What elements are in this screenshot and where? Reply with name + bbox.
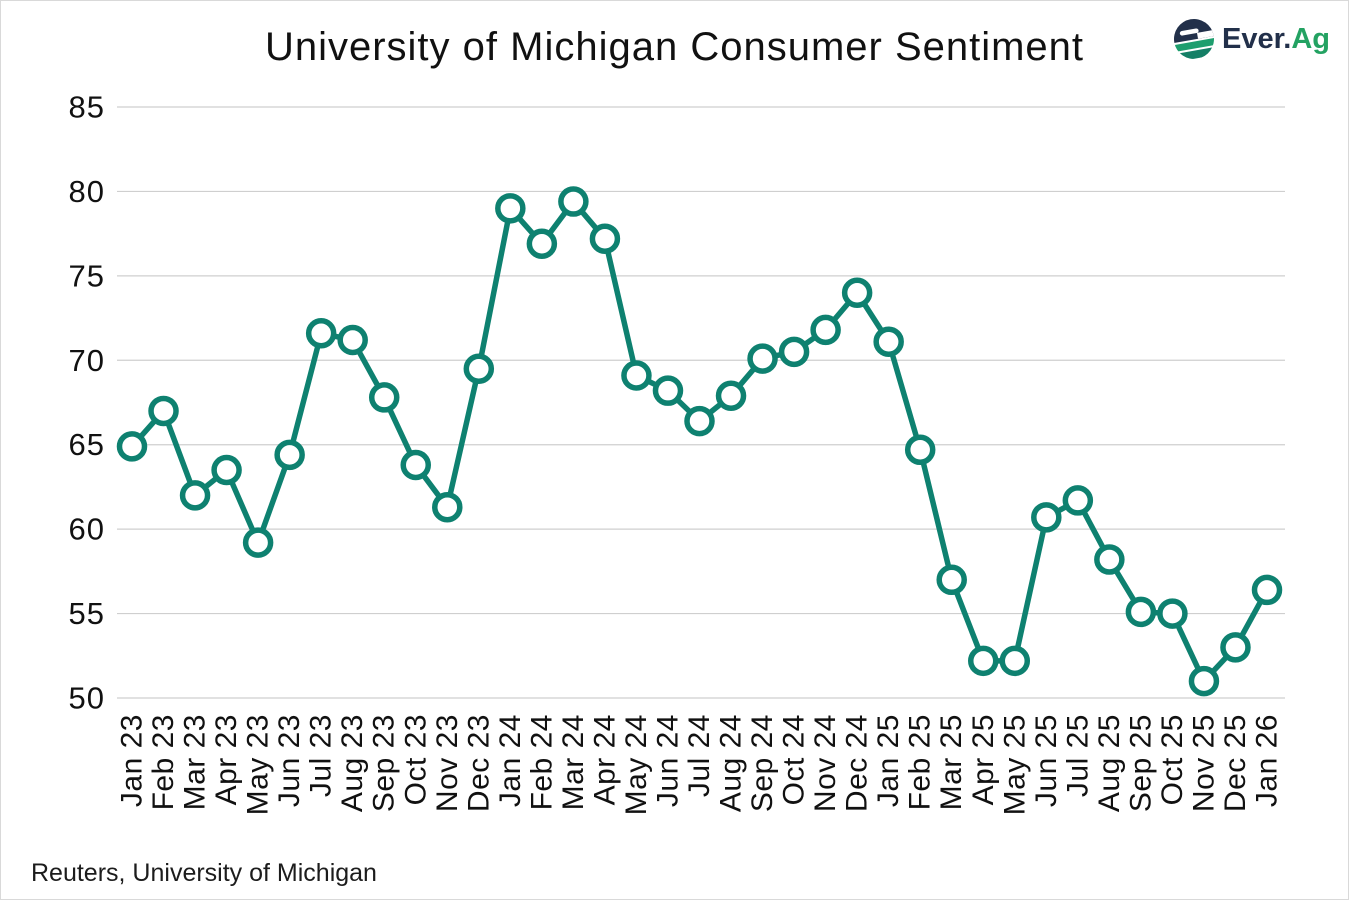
x-tick-label: Nov 24 [809, 714, 842, 812]
data-point-marker [148, 395, 179, 427]
x-tick-label: Apr 23 [210, 714, 243, 805]
y-tick-label: 80 [69, 174, 105, 209]
everag-logo: Ever.Ag [1172, 18, 1330, 60]
data-point-marker [715, 380, 747, 411]
data-point-marker [242, 527, 274, 558]
data-point-marker [116, 431, 148, 462]
data-point-marker [1188, 665, 1220, 697]
data-point-marker [873, 326, 904, 357]
data-point-marker [337, 324, 368, 356]
x-tick-label: May 24 [620, 714, 653, 815]
y-tick-label: 70 [69, 343, 105, 378]
x-tick-label: Jan 23 [116, 714, 149, 807]
data-point-marker [1220, 632, 1251, 663]
data-point-marker [305, 318, 337, 349]
data-point-marker [274, 439, 305, 471]
data-point-marker [400, 449, 431, 481]
x-tick-label: Jun 23 [273, 714, 306, 807]
x-tick-label: Jul 23 [305, 714, 338, 797]
x-tick-label: Mar 25 [935, 714, 968, 810]
x-tick-label: Dec 24 [841, 714, 874, 812]
data-point-marker [1157, 598, 1188, 629]
x-tick-label: Aug 24 [715, 714, 748, 812]
x-tick-label: Sep 24 [746, 714, 779, 812]
data-point-marker [778, 336, 810, 368]
x-tick-label: Aug 23 [336, 714, 369, 812]
y-tick-label: 55 [69, 596, 105, 631]
everag-wordmark-ag: Ag [1291, 22, 1330, 55]
x-tick-label: Feb 24 [525, 714, 558, 810]
x-tick-label: Oct 23 [399, 714, 432, 805]
x-tick-label: Feb 23 [147, 714, 180, 810]
chart-title: University of Michigan Consumer Sentimen… [264, 25, 1085, 69]
x-tick-label: Jul 24 [683, 714, 716, 797]
data-point-marker [904, 434, 936, 466]
x-tick-label: Aug 25 [1093, 714, 1126, 812]
x-tick-label: Mar 24 [557, 714, 590, 810]
data-point-marker [1125, 596, 1157, 628]
x-tick-label: Jan 26 [1251, 714, 1284, 807]
x-tick-label: Dec 23 [462, 714, 495, 812]
data-point-marker [558, 186, 589, 217]
x-tick-label: Jul 25 [1061, 714, 1094, 797]
data-point-marker [368, 382, 400, 413]
data-point-marker [1031, 502, 1062, 533]
data-point-marker [432, 491, 463, 523]
y-tick-label: 65 [69, 427, 105, 462]
x-tick-label: Jan 25 [872, 714, 905, 807]
x-tick-label: Apr 24 [588, 714, 621, 805]
data-point-marker [1094, 544, 1125, 575]
x-tick-label: Jun 24 [651, 714, 684, 807]
data-point-marker [589, 223, 621, 254]
data-point-marker [936, 564, 967, 596]
data-point-marker [621, 360, 652, 391]
x-tick-label: Jun 25 [1030, 714, 1063, 807]
data-point-marker [179, 480, 211, 511]
data-point-marker [841, 277, 873, 308]
data-point-marker [526, 228, 558, 260]
data-point-marker [1251, 574, 1283, 606]
y-tick-label: 75 [69, 258, 105, 293]
everag-globe-e-icon [1172, 18, 1215, 60]
everag-wordmark-ever: Ever. [1221, 22, 1292, 55]
data-point-marker [652, 375, 684, 406]
y-tick-label: 60 [69, 512, 105, 547]
x-tick-label: Oct 25 [1156, 714, 1189, 805]
x-tick-label: Feb 25 [904, 714, 937, 810]
x-tick-label: Nov 23 [431, 714, 464, 812]
x-tick-label: May 23 [242, 714, 275, 815]
x-tick-label: Sep 23 [368, 714, 401, 812]
y-tick-label: 85 [69, 90, 105, 125]
x-tick-label: Mar 23 [179, 714, 212, 810]
data-point-marker [999, 645, 1031, 677]
y-tick-label: 50 [69, 681, 105, 716]
data-point-marker [1062, 485, 1094, 516]
everag-wordmark: Ever.Ag [1221, 22, 1330, 55]
source-attribution: Reuters, University of Michigan [31, 859, 377, 887]
data-point-marker [968, 645, 999, 677]
x-tick-label: Jan 24 [494, 714, 527, 807]
x-tick-label: Sep 25 [1124, 714, 1157, 812]
data-point-marker [463, 353, 495, 384]
x-tick-label: Oct 24 [778, 714, 811, 805]
x-tick-label: Dec 25 [1219, 714, 1252, 812]
data-point-marker [747, 343, 778, 374]
data-point-marker [810, 314, 841, 346]
data-point-marker [684, 405, 715, 437]
sentiment-line [129, 198, 1270, 684]
x-tick-label: Apr 25 [967, 714, 1000, 805]
x-tick-label: May 25 [998, 714, 1031, 815]
data-point-marker [495, 193, 526, 224]
data-point-marker [211, 454, 242, 486]
x-tick-label: Nov 25 [1187, 714, 1220, 812]
